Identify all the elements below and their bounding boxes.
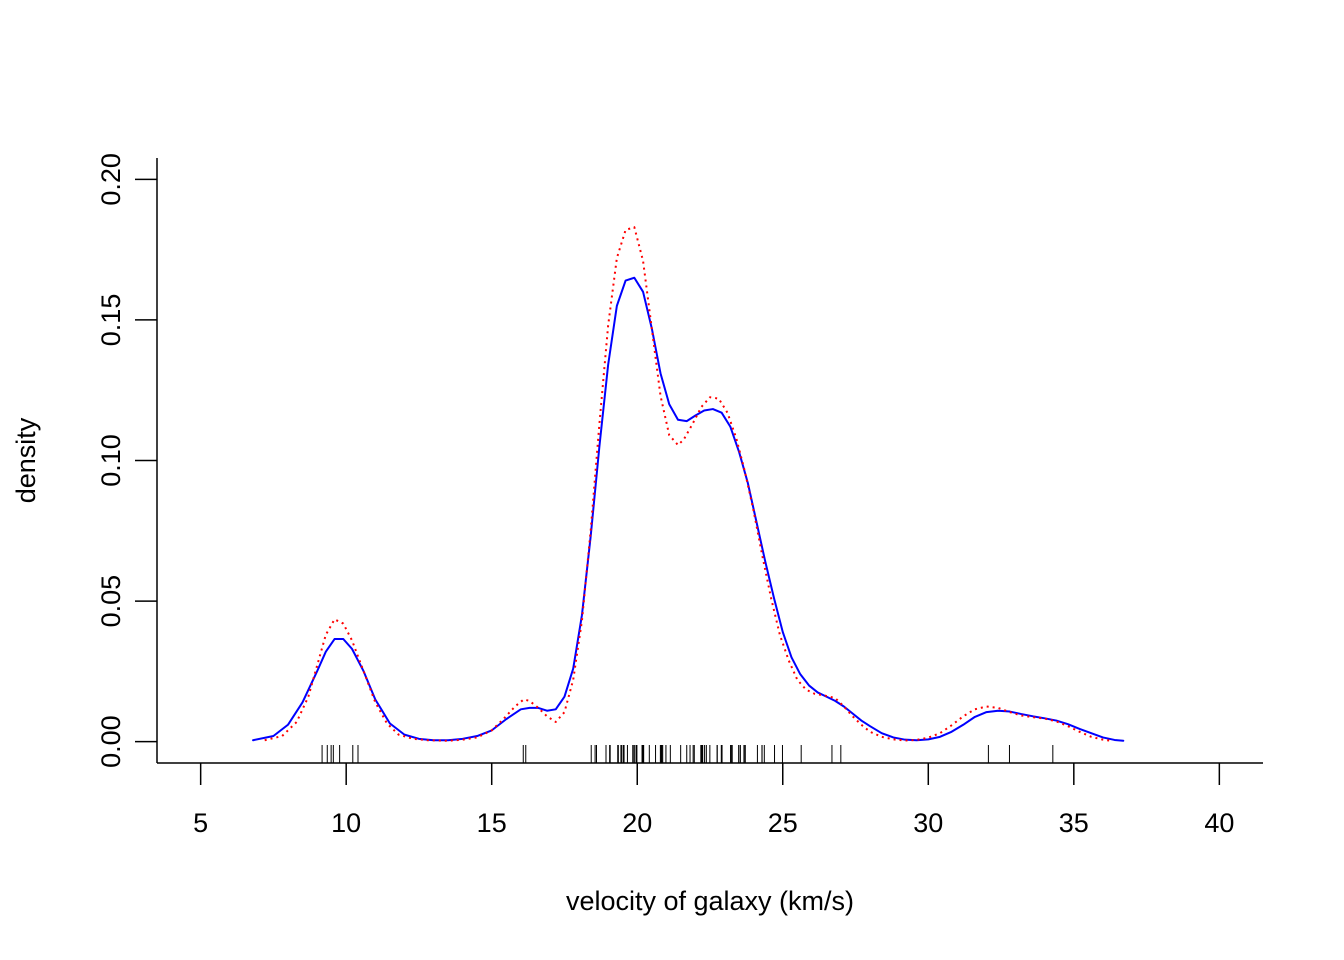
y-tick-label: 0.10	[96, 434, 126, 487]
x-axis-ticks: 5 10 15 20 25 30 35 40	[193, 763, 1234, 838]
x-tick-label: 25	[768, 808, 798, 838]
density-curve-red-dotted	[264, 226, 1112, 742]
x-tick-label: 40	[1204, 808, 1234, 838]
x-tick-label: 5	[193, 808, 208, 838]
x-tick-label: 30	[913, 808, 943, 838]
density-curve-blue-solid	[252, 276, 1125, 742]
x-axis-title: velocity of galaxy (km/s)	[566, 886, 854, 916]
y-tick-label: 0.20	[96, 153, 126, 206]
x-tick-label: 15	[477, 808, 507, 838]
x-tick-label: 35	[1059, 808, 1089, 838]
rug-marks	[321, 745, 1054, 763]
y-tick-label: 0.00	[96, 715, 126, 768]
y-tick-label: 0.15	[96, 294, 126, 347]
y-axis-ticks: 0.00 0.05 0.10 0.15 0.20	[96, 153, 157, 768]
y-tick-label: 0.05	[96, 575, 126, 628]
axes	[156, 158, 1263, 764]
x-tick-label: 10	[331, 808, 361, 838]
density-curves	[252, 226, 1125, 742]
y-axis-title: density	[11, 417, 41, 503]
x-tick-label: 20	[622, 808, 652, 838]
